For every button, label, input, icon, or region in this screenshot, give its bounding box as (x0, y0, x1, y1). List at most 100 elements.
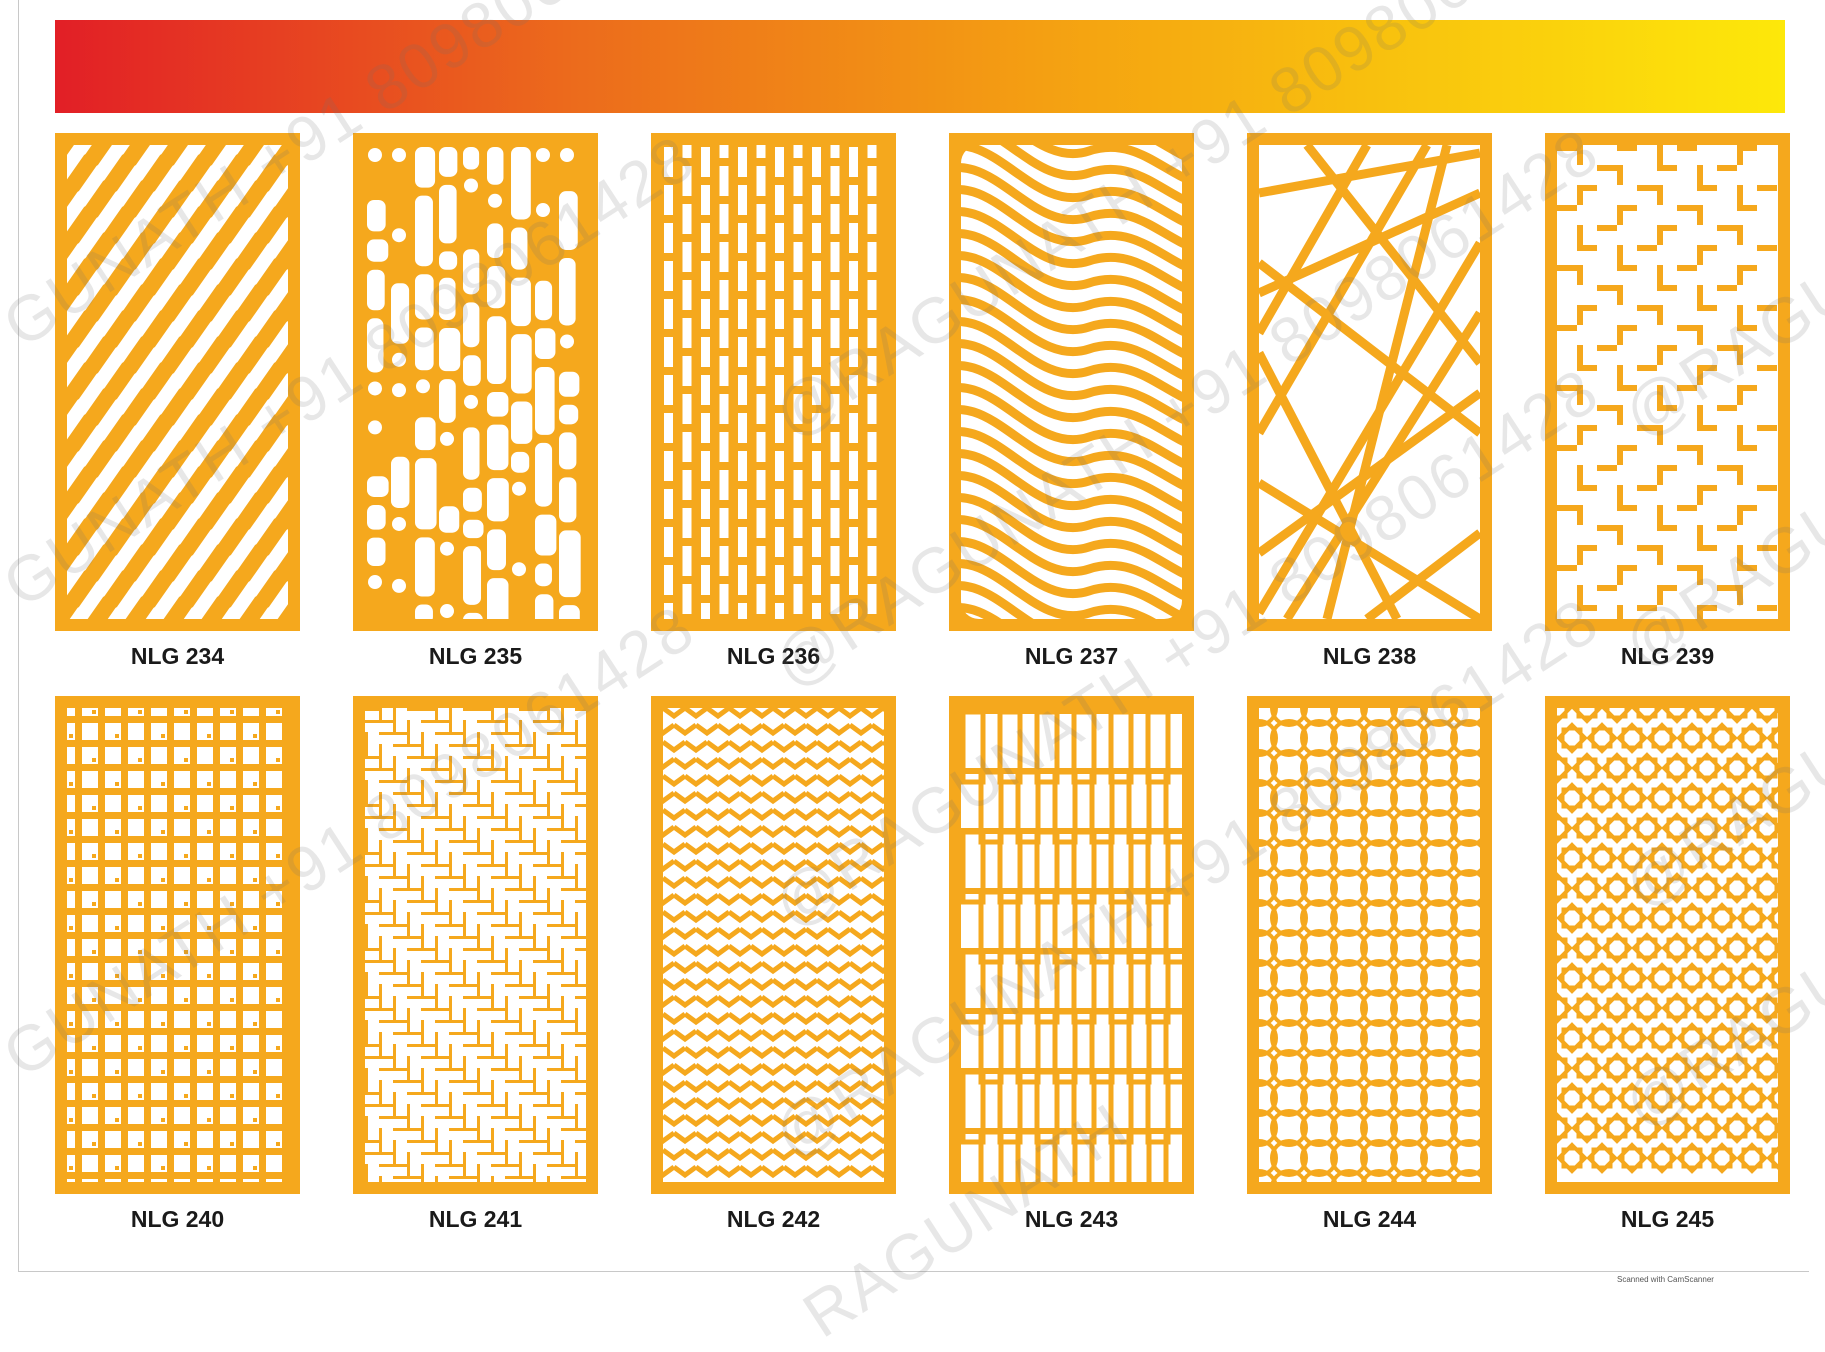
pattern-shape (1666, 997, 1688, 1019)
pattern-shape (393, 900, 396, 912)
pattern-shape (812, 565, 821, 595)
pattern-shape (533, 912, 547, 915)
pattern-shape (69, 1118, 73, 1122)
pattern-shape (213, 1092, 220, 1116)
pattern-shape (236, 972, 243, 996)
pattern-shape (793, 708, 819, 720)
pattern-shape (435, 756, 438, 768)
design-card[interactable]: NLG 236 (651, 133, 951, 669)
pattern-shape (775, 147, 784, 177)
pattern-shape (259, 1116, 266, 1140)
pattern-shape (1666, 937, 1688, 959)
pattern-shape (664, 527, 673, 557)
pattern-shape (365, 1164, 368, 1176)
pattern-shape (533, 960, 547, 963)
pattern-shape (848, 824, 874, 839)
pattern-shape (167, 900, 174, 924)
design-card[interactable]: NLG 240 (55, 696, 355, 1232)
pattern-shape (793, 875, 819, 890)
design-card[interactable]: NLG 243 (949, 696, 1249, 1232)
pattern-shape (435, 720, 449, 723)
pattern-shape (1617, 165, 1623, 185)
pattern-shape (719, 470, 729, 500)
pattern-shape (978, 1129, 1004, 1182)
pattern-shape (477, 900, 491, 903)
pattern-shape (259, 900, 266, 924)
pattern-shape (859, 943, 884, 958)
design-card[interactable]: NLG 234 (55, 133, 355, 669)
pattern-shape (694, 858, 720, 873)
pattern-shape (463, 612, 483, 619)
pattern-shape (533, 732, 536, 744)
pattern-shape (393, 1092, 396, 1104)
pattern-shape (867, 356, 877, 386)
pattern-shape (1557, 385, 1577, 391)
design-card[interactable]: NLG 237 (949, 133, 1249, 669)
panel-pattern (949, 696, 1194, 1194)
pattern-shape (421, 816, 435, 819)
design-card[interactable]: NLG 244 (1247, 696, 1547, 1232)
pattern-shape (1677, 325, 1697, 331)
pattern-shape (775, 565, 784, 595)
pattern-shape (407, 780, 410, 792)
page-border (18, 0, 1809, 1272)
pattern-shape (812, 527, 821, 557)
design-card[interactable]: NLG 239 (1545, 133, 1825, 669)
pattern-shape (683, 1113, 709, 1128)
pattern-shape (259, 708, 266, 732)
pattern-shape (848, 1028, 874, 1043)
pattern-shape (1557, 997, 1568, 1019)
design-card[interactable]: NLG 245 (1545, 696, 1825, 1232)
panel-pattern (353, 133, 598, 631)
pattern-shape (190, 852, 197, 876)
pattern-shape (463, 828, 466, 840)
pattern-shape (1390, 719, 1428, 757)
pattern-shape (547, 936, 550, 948)
design-card[interactable]: NLG 235 (353, 133, 653, 669)
pattern-shape (815, 708, 841, 720)
pattern-shape (683, 1045, 709, 1060)
pattern-shape (168, 607, 204, 619)
pattern-shape (491, 852, 494, 864)
pattern-shape (1420, 929, 1458, 967)
pattern-shape (184, 710, 188, 714)
pattern-shape (365, 1020, 368, 1032)
pattern-shape (815, 773, 841, 788)
pattern-shape (533, 828, 536, 840)
pattern-shape (463, 840, 477, 843)
pattern-shape (1681, 967, 1703, 989)
pattern-shape (213, 732, 220, 756)
pattern-shape (1557, 445, 1577, 451)
pattern-shape (547, 840, 550, 852)
pattern-shape (463, 960, 466, 972)
pattern-shape (519, 708, 533, 711)
design-card[interactable]: NLG 238 (1247, 133, 1547, 669)
pattern-shape (435, 828, 449, 831)
pattern-shape (505, 960, 508, 972)
pattern-shape (407, 1032, 421, 1035)
pattern-shape (1330, 708, 1368, 727)
pattern-shape (815, 739, 841, 754)
pattern-shape (449, 888, 463, 891)
pattern-shape (230, 758, 234, 762)
pattern-shape (1657, 225, 1677, 231)
pattern-shape (848, 858, 874, 873)
pattern-shape (793, 470, 803, 500)
pattern-shape (449, 1104, 452, 1116)
pattern-shape (1651, 1027, 1673, 1049)
pattern-shape (230, 854, 234, 858)
pattern-shape (435, 1092, 438, 1104)
pattern-shape (259, 1020, 266, 1044)
design-card[interactable]: NLG 242 (651, 696, 951, 1232)
design-card[interactable]: NLG 241 (353, 696, 653, 1232)
pattern-shape (749, 977, 775, 992)
pattern-shape (379, 1056, 393, 1059)
pattern-shape (826, 1164, 852, 1179)
pattern-shape (421, 732, 424, 744)
pattern-shape (393, 744, 407, 747)
pattern-shape (477, 948, 491, 951)
pattern-shape (705, 739, 731, 754)
pattern-shape (274, 932, 288, 939)
pattern-shape (533, 1152, 547, 1155)
pattern-shape (837, 943, 863, 958)
